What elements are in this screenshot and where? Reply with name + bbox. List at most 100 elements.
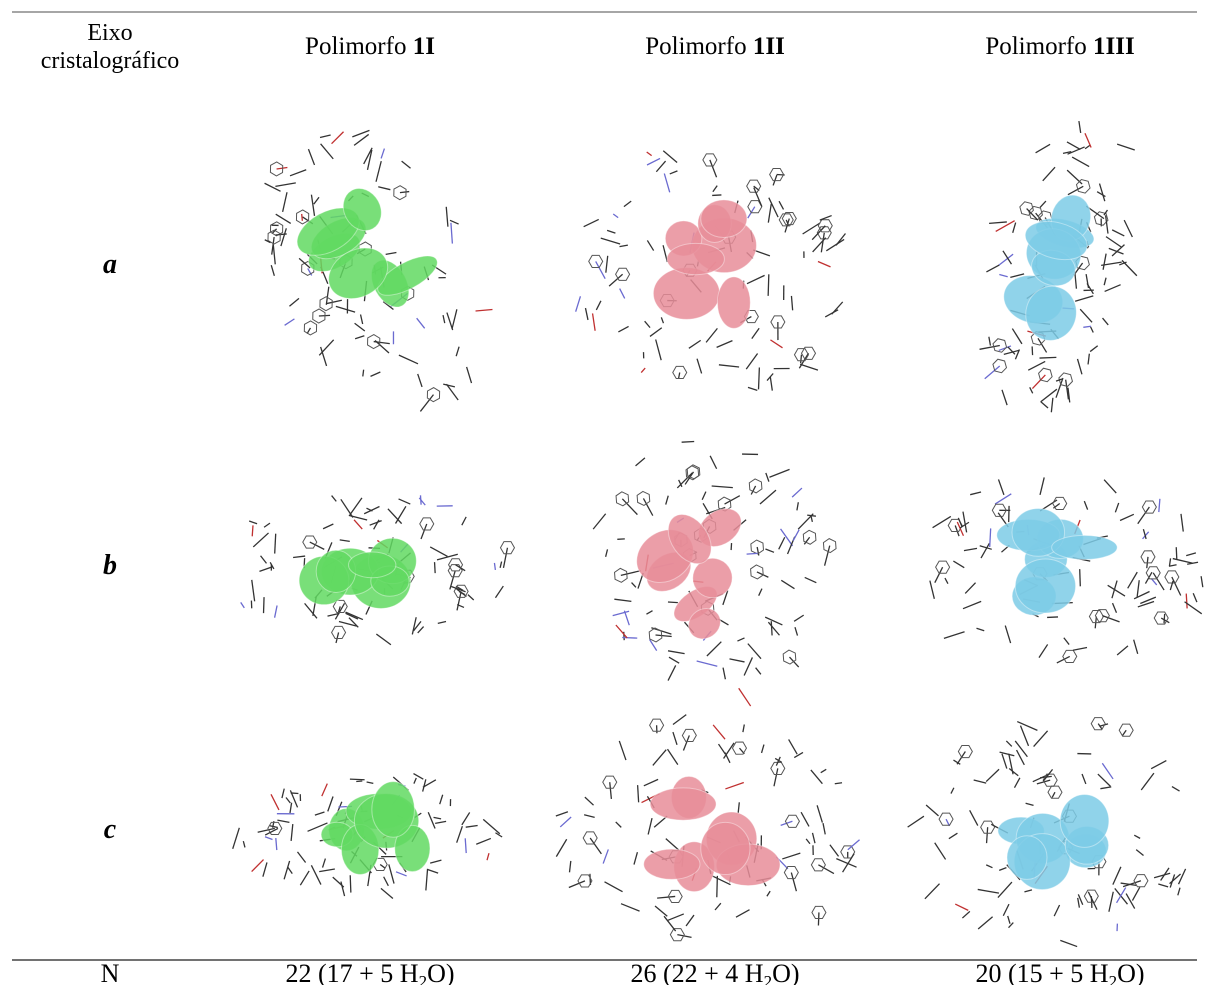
bond bbox=[713, 186, 717, 192]
bond bbox=[743, 724, 744, 732]
bond bbox=[1173, 559, 1193, 564]
bond bbox=[1098, 774, 1111, 786]
bond bbox=[985, 363, 1000, 381]
bond bbox=[384, 877, 389, 886]
bond bbox=[930, 581, 934, 599]
bond bbox=[620, 632, 628, 640]
bond bbox=[374, 520, 379, 530]
bond bbox=[1089, 327, 1094, 333]
bond bbox=[265, 178, 281, 196]
bond bbox=[252, 525, 253, 536]
bond bbox=[1090, 344, 1098, 353]
bond bbox=[1028, 358, 1045, 374]
bond bbox=[275, 534, 276, 554]
bond bbox=[1040, 402, 1049, 408]
molecule-surface bbox=[650, 788, 716, 820]
bond bbox=[955, 904, 968, 910]
ring bbox=[634, 489, 652, 507]
bond bbox=[576, 296, 581, 311]
bond bbox=[316, 340, 337, 355]
bond bbox=[794, 615, 804, 622]
bond bbox=[697, 359, 702, 374]
bond bbox=[647, 158, 660, 165]
bond bbox=[736, 910, 750, 917]
bond bbox=[311, 865, 321, 884]
bond bbox=[413, 774, 423, 780]
bond bbox=[1164, 614, 1165, 623]
bond bbox=[350, 498, 362, 515]
bond bbox=[613, 214, 618, 218]
bond bbox=[1071, 157, 1090, 166]
molecule-surface bbox=[1052, 535, 1118, 559]
header-cell: Eixocristalográfico bbox=[41, 20, 180, 74]
molecule-surface bbox=[653, 268, 719, 320]
bond bbox=[276, 838, 277, 850]
bond bbox=[1176, 547, 1177, 559]
bond bbox=[370, 371, 380, 377]
ring bbox=[811, 859, 825, 871]
bond bbox=[329, 132, 345, 144]
ring bbox=[703, 154, 717, 166]
bond bbox=[978, 889, 999, 893]
bond bbox=[670, 171, 678, 174]
bond bbox=[1159, 499, 1160, 512]
bond bbox=[441, 315, 447, 323]
bond bbox=[621, 904, 640, 911]
bond bbox=[1030, 346, 1035, 355]
bond bbox=[1039, 644, 1048, 657]
bond bbox=[709, 456, 719, 469]
molecule-surface bbox=[372, 782, 415, 838]
bond bbox=[1039, 353, 1056, 362]
header-bold: 1II bbox=[753, 33, 785, 60]
bond bbox=[925, 884, 940, 899]
bond bbox=[596, 261, 605, 278]
bond bbox=[1112, 581, 1117, 599]
bond bbox=[986, 262, 999, 274]
bond bbox=[738, 802, 739, 813]
header-text: Polimorfo bbox=[985, 33, 1093, 60]
bond bbox=[616, 822, 622, 827]
crystal-structure bbox=[947, 106, 1171, 429]
bond bbox=[706, 328, 717, 342]
bond bbox=[1158, 884, 1168, 887]
bond bbox=[249, 521, 257, 524]
bond bbox=[742, 447, 758, 462]
bond bbox=[275, 228, 293, 246]
bond bbox=[747, 549, 758, 559]
bond bbox=[1137, 580, 1139, 597]
ring bbox=[939, 813, 953, 825]
header-cell: Polimorfo 1II bbox=[645, 33, 785, 60]
ring bbox=[682, 729, 696, 741]
bond bbox=[963, 512, 967, 533]
bond bbox=[719, 668, 729, 680]
crystal-structure bbox=[576, 151, 846, 391]
header-bold: 1III bbox=[1093, 33, 1135, 60]
footer-sub: 2 bbox=[764, 972, 773, 985]
bond bbox=[603, 549, 611, 556]
bond bbox=[826, 239, 844, 250]
bond bbox=[748, 387, 757, 390]
header-bold: 1I bbox=[413, 33, 435, 60]
header-line: Eixo bbox=[87, 20, 132, 46]
bond bbox=[1111, 230, 1125, 236]
bond bbox=[1078, 309, 1095, 322]
bond bbox=[457, 591, 461, 610]
bond bbox=[817, 546, 838, 566]
bond bbox=[646, 610, 652, 614]
bond bbox=[399, 349, 418, 370]
header-text: Polimorfo bbox=[305, 33, 413, 60]
ring bbox=[991, 338, 1008, 353]
page: EixocristalográficoPolimorfo 1IPolimorfo… bbox=[0, 0, 1209, 985]
bond bbox=[468, 595, 474, 600]
bond bbox=[438, 622, 446, 624]
header-text: Polimorfo bbox=[645, 33, 753, 60]
bond bbox=[725, 782, 743, 788]
bond bbox=[1074, 359, 1085, 374]
bond bbox=[358, 315, 365, 324]
bond bbox=[999, 868, 1006, 871]
bond bbox=[1082, 774, 1086, 784]
bond bbox=[999, 274, 1007, 276]
ring bbox=[936, 561, 950, 573]
bond bbox=[367, 782, 374, 783]
bond bbox=[1120, 514, 1134, 520]
